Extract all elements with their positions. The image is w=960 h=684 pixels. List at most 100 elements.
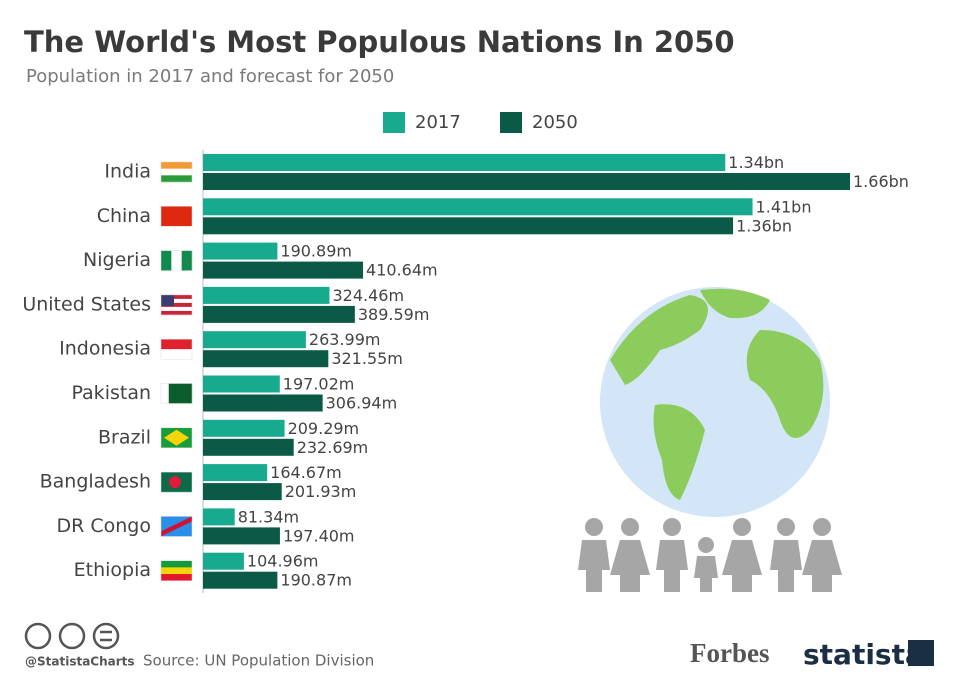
license-icons (24, 622, 120, 650)
flag-stripe (161, 567, 192, 575)
chart-subtitle: Population in 2017 and forecast for 2050 (26, 66, 394, 87)
category-label: Indonesia (59, 338, 151, 360)
flag (160, 206, 193, 227)
flag (160, 161, 193, 183)
bar (203, 198, 753, 216)
category-label: United States (22, 293, 151, 315)
flag-stripe (161, 349, 192, 360)
chart-title: The World's Most Populous Nations In 205… (24, 25, 735, 59)
flag (160, 560, 193, 581)
flag-canton (161, 294, 174, 306)
category-label: Ethiopia (74, 559, 151, 581)
category-label: Brazil (98, 426, 151, 448)
bar (203, 331, 306, 349)
flag-stripe (161, 310, 192, 316)
flag-border (160, 338, 193, 360)
value-label: 410.64m (366, 261, 438, 280)
flag-stripe (161, 560, 192, 568)
flag-border (160, 560, 193, 581)
flag-stripe (184, 383, 193, 404)
people-icon (578, 518, 842, 592)
flag-border (160, 427, 193, 449)
flag-stripe (161, 294, 192, 300)
flag-stripe (161, 302, 192, 308)
bar (203, 375, 280, 393)
value-label: 389.59m (358, 305, 430, 324)
flag-stripe (181, 250, 193, 271)
category-label: DR Congo (57, 515, 152, 537)
flag (160, 383, 193, 404)
value-label: 190.89m (280, 242, 352, 261)
footer-handle: @StatistaCharts (25, 655, 135, 669)
flag (160, 250, 193, 271)
flag-stripe (176, 383, 185, 404)
flag-slash (161, 516, 192, 537)
value-label: 197.02m (283, 375, 355, 394)
bar (203, 261, 364, 279)
bar (203, 438, 294, 456)
category-label: Pakistan (71, 382, 151, 404)
flag-stripe (161, 574, 192, 581)
category-label: Bangladesh (40, 471, 151, 493)
flag-stripe (161, 175, 192, 183)
flag-stripe (161, 339, 192, 350)
partner-logo: Forbes (690, 638, 769, 668)
value-label: 104.96m (247, 552, 319, 571)
flag-dot (169, 476, 181, 489)
category-label: India (104, 161, 151, 183)
bar (203, 173, 850, 190)
flag-stripe (161, 206, 192, 227)
legend-swatch (383, 112, 405, 133)
globe (600, 287, 830, 517)
flag-stripe (161, 383, 169, 404)
bar (203, 464, 268, 482)
bar (203, 508, 235, 526)
flag-stripe (168, 383, 177, 404)
bar (203, 419, 285, 437)
bar (203, 394, 323, 412)
flag (160, 427, 193, 449)
value-label: 1.36bn (736, 216, 792, 235)
bar (203, 286, 330, 304)
flag-border (160, 516, 193, 537)
value-label: 201.93m (285, 482, 357, 501)
bar (203, 350, 329, 368)
bar (203, 154, 726, 171)
flag-stripe (171, 250, 182, 271)
bar (203, 571, 278, 589)
bar (203, 217, 734, 235)
value-label: 263.99m (309, 330, 381, 349)
flag-border (160, 161, 193, 183)
flag-stripe (161, 250, 172, 271)
brand-icon (908, 640, 934, 666)
flag-border (160, 206, 193, 227)
value-label: 81.34m (238, 507, 299, 526)
brand-logo: statista (803, 638, 924, 671)
value-label: 1.41bn (756, 197, 812, 216)
footer-source: Source: UN Population Division (143, 652, 374, 670)
bar (203, 552, 244, 570)
value-label: 1.34bn (728, 153, 784, 172)
bar (203, 483, 282, 501)
flag-stripe (161, 298, 192, 304)
value-label: 164.67m (270, 463, 342, 482)
bar (203, 527, 280, 545)
flag-diamond (164, 429, 189, 446)
value-label: 197.40m (283, 526, 355, 545)
bar (203, 242, 278, 260)
value-label: 190.87m (280, 571, 352, 590)
bar (203, 305, 355, 323)
flag (160, 338, 193, 360)
flag-stripe (161, 306, 192, 312)
flag-stripe (161, 168, 192, 176)
flag-border (160, 383, 193, 404)
flag-border (160, 250, 193, 271)
flag (160, 516, 193, 537)
flag (160, 294, 193, 316)
legend-label: 2050 (532, 112, 578, 133)
flag-stripe (161, 162, 192, 169)
legend-label: 2017 (415, 112, 461, 133)
value-label: 306.94m (326, 394, 398, 413)
value-label: 321.55m (331, 349, 403, 368)
